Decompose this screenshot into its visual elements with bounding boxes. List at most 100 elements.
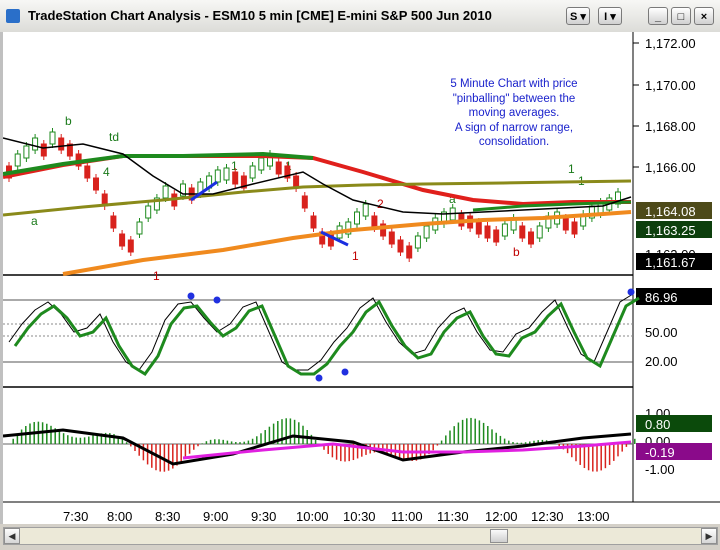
price-bar-body [145, 205, 152, 219]
price-tick-label: 1,166.00 [645, 160, 696, 175]
insert-dropdown-button[interactable]: I ▾ [598, 7, 622, 25]
ma-olive-line [2, 179, 632, 217]
price-bar-body [501, 223, 508, 237]
chart-canvas[interactable]: 1,172.00 1,170.00 1,168.00 1,166.00 1,16… [2, 32, 720, 524]
maximize-button[interactable]: □ [671, 7, 691, 25]
price-bar-body [354, 211, 360, 225]
oscillator-guides [3, 299, 633, 363]
osc-extreme-dot [213, 296, 221, 304]
horizontal-scrollbar[interactable]: ◀ ▶ [3, 527, 718, 545]
osc-badge-text: 86.96 [645, 290, 678, 305]
price-tick-label: 1,172.00 [645, 36, 696, 51]
osc-extreme-dot [187, 292, 195, 300]
price-bar-body [66, 143, 73, 157]
price-bar-body [493, 229, 500, 243]
osc-extreme-dot [341, 368, 349, 376]
price-bar-body [214, 169, 221, 183]
price-bar-body [240, 175, 247, 189]
price-bar-body [23, 145, 30, 159]
annotation-line: A sign of narrow range, [454, 121, 574, 134]
price-bar-body [519, 225, 526, 239]
price-bar-body [93, 177, 99, 191]
price-bar-body [119, 233, 126, 247]
price-bar-body [484, 225, 491, 239]
scroll-left-arrow-icon[interactable]: ◀ [4, 528, 20, 544]
price-badge-text: 1,161.67 [645, 255, 696, 270]
price-bar-body [536, 225, 543, 239]
price-bar-body [397, 239, 404, 253]
price-bar-body [275, 161, 282, 175]
price-bar-body [258, 157, 265, 171]
bar-label: 4 [103, 165, 110, 179]
annotation-line: moving averages. [468, 107, 560, 119]
bar-label: 1 [568, 162, 575, 176]
osc-extreme-dot [627, 288, 635, 296]
bar-label: 1 [231, 159, 238, 173]
bar-label: td [109, 130, 119, 144]
bar-label: b [65, 114, 72, 128]
bar-label: b [513, 245, 520, 259]
price-bar-body [380, 223, 387, 237]
app-icon [6, 9, 20, 23]
price-bar-body [110, 215, 117, 229]
time-axis: 7:30 8:00 8:30 9:00 9:30 10:00 10:30 11:… [63, 509, 610, 524]
annotation-line: 5 Minute Chart with price [450, 78, 578, 90]
price-bar-body [284, 165, 291, 179]
macd-tick-label: -1.00 [645, 462, 675, 477]
bar-label: a [31, 214, 38, 228]
trendline-marker [320, 230, 349, 247]
time-tick-label: 10:00 [296, 509, 329, 524]
ma-green-line [2, 151, 314, 176]
chart-area[interactable]: 1,172.00 1,170.00 1,168.00 1,166.00 1,16… [0, 32, 720, 524]
osc-slow-line [13, 296, 640, 377]
price-tick-label: 1,170.00 [645, 78, 696, 93]
price-bar-body [423, 225, 430, 239]
time-tick-label: 11:00 [391, 509, 423, 524]
price-bar-body [32, 137, 39, 151]
bar-label: a [449, 192, 456, 206]
time-tick-label: 12:30 [531, 509, 564, 524]
price-bar-body [571, 221, 578, 235]
price-bar-body [162, 185, 169, 199]
title-bar: TradeStation Chart Analysis - ESM10 5 mi… [0, 0, 720, 33]
minimize-button[interactable]: _ [648, 7, 668, 25]
price-tick-label: 1,168.00 [645, 119, 696, 134]
annotation-line: consolidation. [478, 136, 550, 148]
price-badge [636, 221, 712, 238]
price-bar-body [153, 197, 160, 211]
price-bar-body [562, 217, 569, 231]
scroll-right-arrow-icon[interactable]: ▶ [701, 528, 717, 544]
macd-badge-text: 0.80 [645, 417, 670, 432]
price-bar-body [475, 221, 482, 235]
price-bar-body [127, 239, 134, 253]
price-badge-text: 1,163.25 [645, 223, 696, 238]
macd-line [2, 428, 632, 466]
moving-averages [2, 137, 632, 276]
scrollbar-thumb[interactable] [490, 529, 508, 543]
price-bar-body [310, 215, 317, 229]
price-bar-body [528, 231, 534, 245]
price-bar-body [388, 231, 395, 245]
ma-green-line [472, 200, 632, 212]
oscillator-lines [8, 288, 640, 382]
price-bar-body [180, 183, 186, 197]
price-bar-body [40, 143, 47, 157]
osc-tick-label: 50.00 [645, 325, 678, 340]
time-tick-label: 11:30 [437, 509, 469, 524]
macd-signal-line [182, 440, 632, 460]
time-tick-label: 13:00 [577, 509, 610, 524]
macd-axis: 1.00 0.00 -1.00 0.80 -0.19 [3, 406, 712, 477]
window-title: TradeStation Chart Analysis - ESM10 5 mi… [28, 8, 492, 23]
close-button[interactable]: × [694, 7, 714, 25]
trendline-marker [190, 180, 218, 202]
osc-fast-line [8, 293, 634, 371]
osc-badge [636, 288, 712, 305]
macd-histogram [2, 417, 636, 472]
price-bar-body [49, 131, 56, 145]
price-badge [636, 253, 712, 270]
price-bar-body [301, 195, 308, 209]
styles-dropdown-button[interactable]: S ▾ [566, 7, 590, 25]
annotation-line: "pinballing" between the [452, 92, 576, 105]
time-tick-label: 8:30 [155, 509, 180, 524]
price-axis: 1,172.00 1,170.00 1,168.00 1,166.00 1,16… [633, 36, 696, 262]
